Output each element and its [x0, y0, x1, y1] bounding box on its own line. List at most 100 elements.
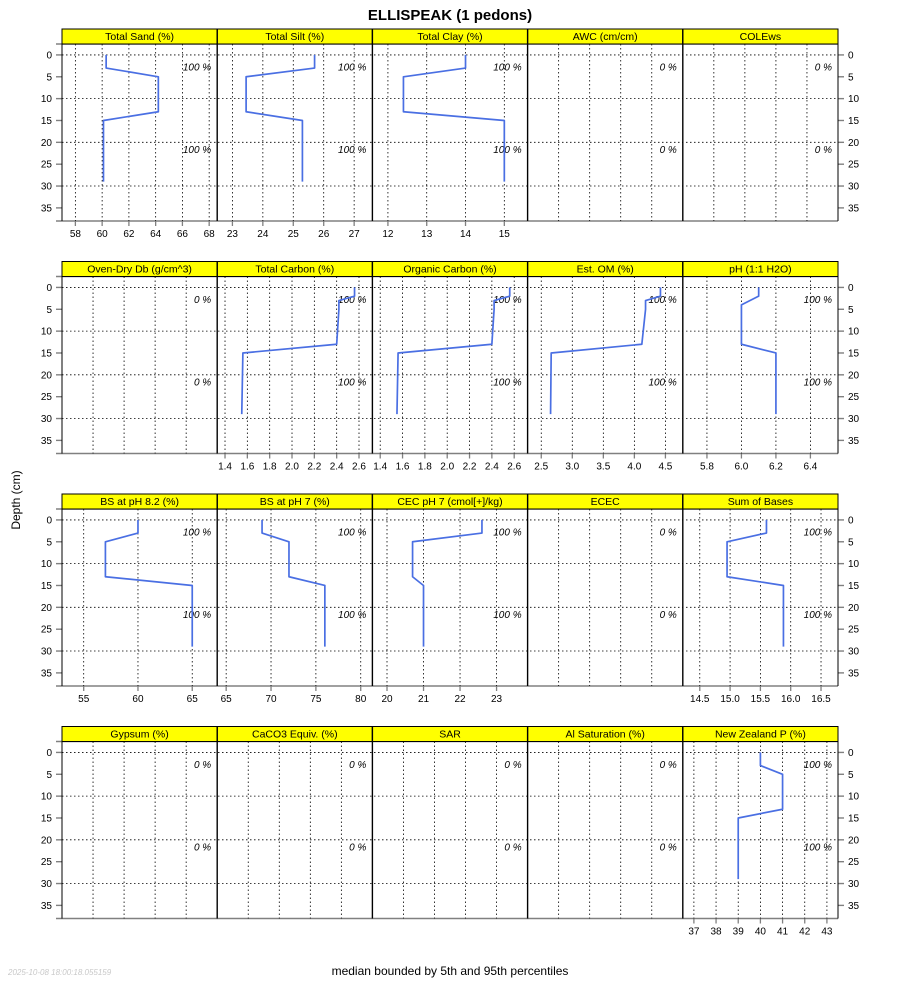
value-tick-label: 15.0 — [720, 694, 740, 705]
value-tick-label: 3.0 — [565, 462, 579, 473]
value-tick-label: 42 — [799, 927, 811, 938]
depth-tick-label-left: 35 — [41, 901, 53, 912]
value-tick-label: 21 — [418, 694, 430, 705]
panel-title: CaCO3 Equiv. (%) — [252, 729, 338, 741]
chart-panel: Est. OM (%) 2.5 3.0 3.5 4.0 4.5 100 % 100 % — [526, 261, 684, 473]
depth-tick-label-left: 10 — [41, 792, 53, 803]
panel-title: Total Silt (%) — [265, 31, 324, 43]
bottom-percent-label: 100 % — [338, 145, 366, 156]
value-tick-label: 26 — [318, 229, 330, 240]
panel-title: Sum of Bases — [728, 496, 793, 508]
value-tick-label: 40 — [755, 927, 767, 938]
value-tick-label: 2.5 — [534, 462, 548, 473]
depth-tick-label-left: 25 — [41, 392, 53, 403]
panel-title: Gypsum (%) — [110, 729, 168, 741]
depth-tick-label-right: 25 — [848, 392, 860, 403]
top-percent-label: 0 % — [504, 760, 521, 771]
depth-tick-label-right: 35 — [848, 668, 860, 679]
panel-title: Total Carbon (%) — [255, 264, 334, 276]
depth-tick-label-right: 30 — [848, 647, 860, 658]
depth-tick-label-right: 35 — [848, 901, 860, 912]
depth-tick-label-right: 25 — [848, 625, 860, 636]
depth-tick-label-left: 0 — [46, 515, 52, 526]
data-series-line — [261, 519, 326, 647]
depth-tick-label-right: 35 — [848, 436, 860, 447]
depth-tick-label-left: 35 — [41, 436, 53, 447]
top-percent-label: 0 % — [660, 62, 677, 73]
value-tick-label: 27 — [349, 229, 361, 240]
top-percent-label: 100 % — [493, 295, 521, 306]
value-tick-label: 2.4 — [330, 462, 344, 473]
bottom-percent-label: 100 % — [183, 145, 211, 156]
chart-panel: Al Saturation (%) 0 % 0 % — [526, 726, 684, 919]
value-tick-label: 5.8 — [700, 462, 714, 473]
depth-tick-label-right: 0 — [848, 283, 854, 294]
value-tick-label: 2.2 — [307, 462, 321, 473]
depth-tick-label-right: 0 — [848, 50, 854, 61]
panel-title: Al Saturation (%) — [566, 729, 645, 741]
chart-panel: COLEws 0 % 0 % — [682, 28, 839, 221]
value-tick-label: 3.5 — [596, 462, 610, 473]
chart-panel: BS at pH 8.2 (%) 55 60 65 100 % 100 % — [61, 493, 218, 705]
depth-tick-label-right: 20 — [848, 835, 860, 846]
bottom-percent-label: 100 % — [493, 377, 521, 388]
value-tick-label: 64 — [150, 229, 162, 240]
value-tick-label: 14.5 — [690, 694, 710, 705]
depth-tick-label-right: 30 — [848, 414, 860, 425]
panel-title: pH (1:1 H2O) — [729, 264, 791, 276]
top-percent-label: 100 % — [493, 527, 521, 538]
depth-tick-label-left: 5 — [46, 72, 52, 83]
bottom-percent-label: 100 % — [648, 377, 676, 388]
depth-tick-label-right: 25 — [848, 857, 860, 868]
bottom-percent-label: 100 % — [183, 610, 211, 621]
value-tick-label: 1.4 — [373, 462, 387, 473]
depth-tick-label-right: 10 — [848, 327, 860, 338]
value-tick-label: 16.5 — [811, 694, 831, 705]
depth-tick-label-left: 25 — [41, 857, 53, 868]
depth-tick-label-left: 20 — [41, 138, 53, 149]
value-tick-label: 20 — [381, 694, 393, 705]
panel-title: BS at pH 8.2 (%) — [100, 496, 179, 508]
figure-caption: median bounded by 5th and 95th percentil… — [332, 964, 569, 978]
value-tick-label: 1.8 — [418, 462, 432, 473]
value-tick-label: 2.6 — [507, 462, 521, 473]
value-tick-label: 39 — [733, 927, 745, 938]
depth-tick-label-left: 30 — [41, 647, 53, 658]
value-tick-label: 2.2 — [463, 462, 477, 473]
depth-tick-label-right: 0 — [848, 748, 854, 759]
bottom-percent-label: 0 % — [504, 842, 521, 853]
bottom-percent-label: 0 % — [660, 145, 677, 156]
depth-tick-label-left: 20 — [41, 835, 53, 846]
chart-panel: AWC (cm/cm) 0 % 0 % — [526, 28, 684, 221]
top-percent-label: 100 % — [338, 527, 366, 538]
depth-tick-label-left: 15 — [41, 813, 53, 824]
depth-tick-label-right: 5 — [848, 72, 854, 83]
value-tick-label: 25 — [288, 229, 300, 240]
depth-tick-label-right: 10 — [848, 559, 860, 570]
depth-tick-label-right: 15 — [848, 581, 860, 592]
value-tick-label: 22 — [454, 694, 466, 705]
depth-tick-label-left: 25 — [41, 625, 53, 636]
value-tick-label: 16.0 — [781, 694, 801, 705]
depth-tick-label-right: 5 — [848, 770, 854, 781]
bottom-percent-label: 100 % — [804, 842, 832, 853]
depth-tick-label-right: 15 — [848, 813, 860, 824]
panel-row: 0 0 5 5 10 10 15 15 20 20 25 25 30 30 35 35 Total Sand (… — [41, 28, 860, 240]
depth-tick-label-left: 5 — [46, 770, 52, 781]
bottom-percent-label: 100 % — [338, 610, 366, 621]
top-percent-label: 0 % — [194, 295, 211, 306]
depth-tick-label-right: 10 — [848, 94, 860, 105]
value-tick-label: 43 — [821, 927, 833, 938]
chart-panel: New Zealand P (%) 37 38 39 40 41 42 43 100 % 100 … — [682, 726, 839, 938]
value-tick-label: 12 — [382, 229, 394, 240]
value-tick-label: 66 — [177, 229, 189, 240]
value-tick-label: 1.8 — [263, 462, 277, 473]
y-axis-label: Depth (cm) — [9, 470, 23, 529]
value-tick-label: 58 — [70, 229, 82, 240]
chart-panel: CaCO3 Equiv. (%) 0 % 0 % — [216, 726, 373, 919]
depth-tick-label-left: 35 — [41, 668, 53, 679]
depth-tick-label-right: 20 — [848, 603, 860, 614]
value-tick-label: 23 — [227, 229, 239, 240]
value-tick-label: 38 — [710, 927, 722, 938]
